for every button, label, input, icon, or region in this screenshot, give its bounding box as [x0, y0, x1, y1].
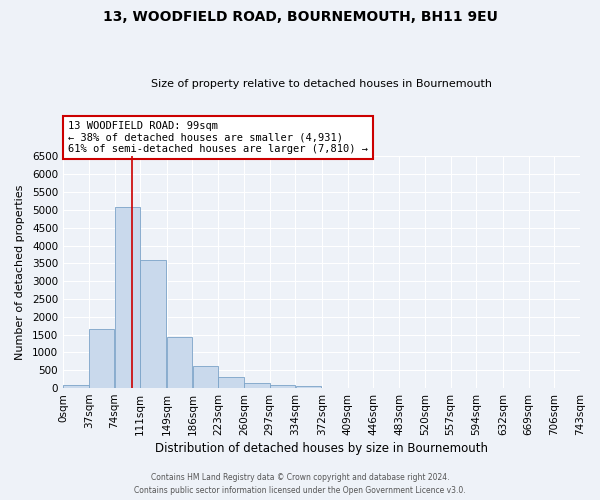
Bar — [244, 382, 269, 388]
Text: Contains HM Land Registry data © Crown copyright and database right 2024.
Contai: Contains HM Land Registry data © Crown c… — [134, 473, 466, 495]
Bar — [63, 386, 89, 388]
Text: 13, WOODFIELD ROAD, BOURNEMOUTH, BH11 9EU: 13, WOODFIELD ROAD, BOURNEMOUTH, BH11 9E… — [103, 10, 497, 24]
Title: Size of property relative to detached houses in Bournemouth: Size of property relative to detached ho… — [151, 79, 492, 89]
Bar — [167, 338, 193, 388]
Bar — [296, 386, 321, 388]
Bar — [193, 366, 218, 388]
Y-axis label: Number of detached properties: Number of detached properties — [15, 184, 25, 360]
Bar — [115, 207, 140, 388]
Bar — [218, 378, 244, 388]
Text: 13 WOODFIELD ROAD: 99sqm
← 38% of detached houses are smaller (4,931)
61% of sem: 13 WOODFIELD ROAD: 99sqm ← 38% of detach… — [68, 121, 368, 154]
X-axis label: Distribution of detached houses by size in Bournemouth: Distribution of detached houses by size … — [155, 442, 488, 455]
Bar — [140, 260, 166, 388]
Bar — [89, 330, 115, 388]
Bar — [270, 384, 295, 388]
